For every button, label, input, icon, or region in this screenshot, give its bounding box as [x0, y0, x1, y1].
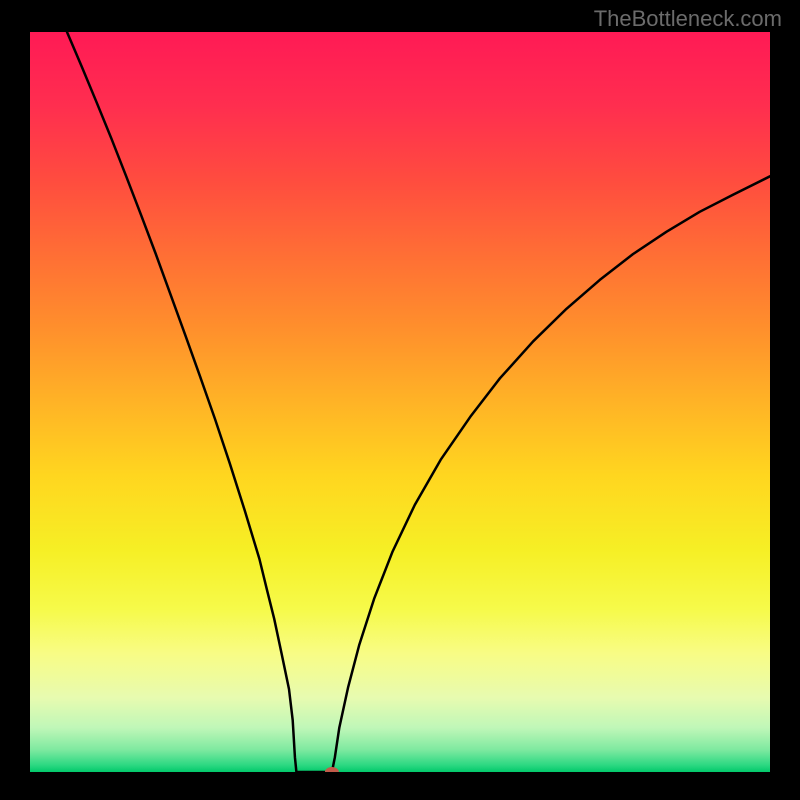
chart-frame: TheBottleneck.com — [0, 0, 800, 800]
chart-plot-area — [30, 32, 770, 772]
watermark-text: TheBottleneck.com — [594, 6, 782, 32]
bottleneck-curve-chart — [30, 32, 770, 772]
chart-background-gradient — [30, 32, 770, 772]
